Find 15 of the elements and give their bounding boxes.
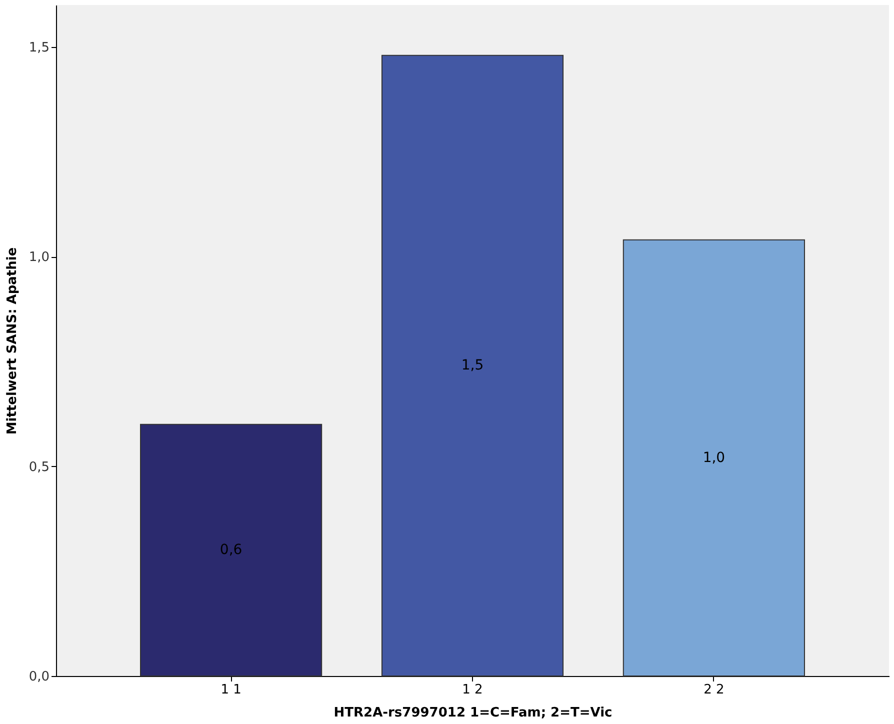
bar bbox=[140, 424, 322, 676]
y-tick-label: 1,0 bbox=[28, 250, 50, 266]
bar bbox=[381, 54, 564, 676]
x-tick-label: 1 1 bbox=[220, 682, 242, 698]
y-axis-title: Mittelwert SANS: Apathie bbox=[4, 247, 20, 435]
data-label: 0,6 bbox=[220, 542, 242, 558]
x-axis-title: HTR2A-rs7997012 1=C=Fam; 2=T=Vic bbox=[334, 706, 612, 720]
y-tick-label: 1,5 bbox=[28, 40, 50, 56]
x-tick-label: 1 2 bbox=[462, 682, 483, 698]
data-label: 1,5 bbox=[461, 358, 484, 374]
y-tick-label: 0,0 bbox=[28, 670, 50, 684]
bar bbox=[622, 239, 805, 676]
y-tick-label: 0,5 bbox=[28, 460, 50, 475]
x-tick-label: 2 2 bbox=[704, 682, 724, 698]
data-label: 1,0 bbox=[702, 450, 726, 466]
